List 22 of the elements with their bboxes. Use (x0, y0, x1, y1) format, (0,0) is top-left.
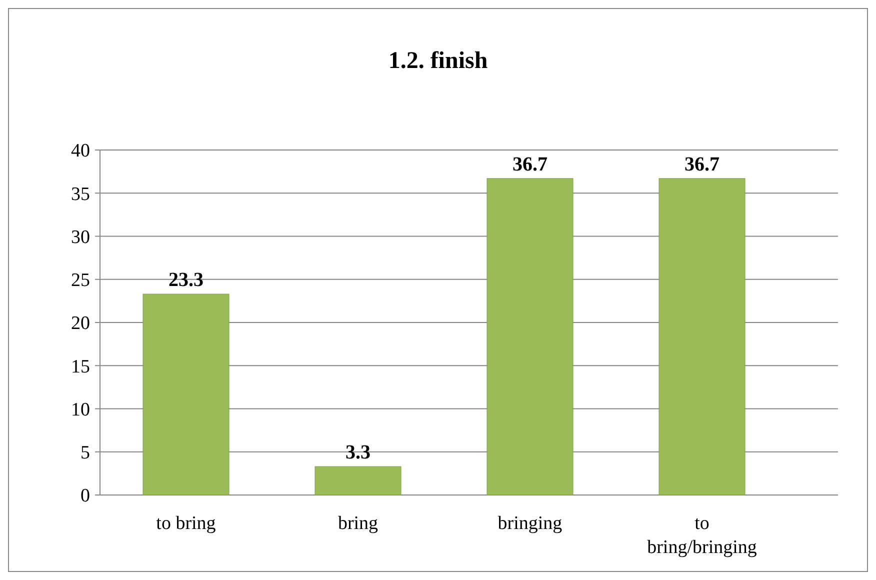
data-label: 36.7 (684, 153, 720, 176)
y-tick-label: 40 (71, 140, 90, 162)
x-tick-label: bringing (498, 513, 563, 534)
x-tick-label: bring (338, 513, 379, 534)
data-label: 3.3 (346, 442, 370, 464)
x-tick-label: to bring/bringing (647, 513, 758, 558)
x-tick-label: to bring (156, 513, 216, 534)
data-label: 36.7 (512, 153, 548, 176)
y-tick-label: 5 (80, 442, 90, 464)
bar (142, 294, 230, 496)
bar (314, 466, 402, 496)
y-tick-label: 15 (71, 356, 90, 378)
y-tick-label: 10 (71, 399, 90, 420)
bar (658, 178, 746, 496)
chart-title: 1.2. finish (388, 48, 488, 74)
y-tick-label: 30 (71, 226, 90, 248)
y-tick-label: 25 (71, 270, 90, 292)
y-tick-label: 35 (71, 184, 90, 205)
y-tick-label: 20 (71, 313, 90, 334)
bar (486, 178, 574, 496)
y-tick-label: 0 (80, 486, 90, 507)
data-label: 23.3 (168, 269, 204, 292)
